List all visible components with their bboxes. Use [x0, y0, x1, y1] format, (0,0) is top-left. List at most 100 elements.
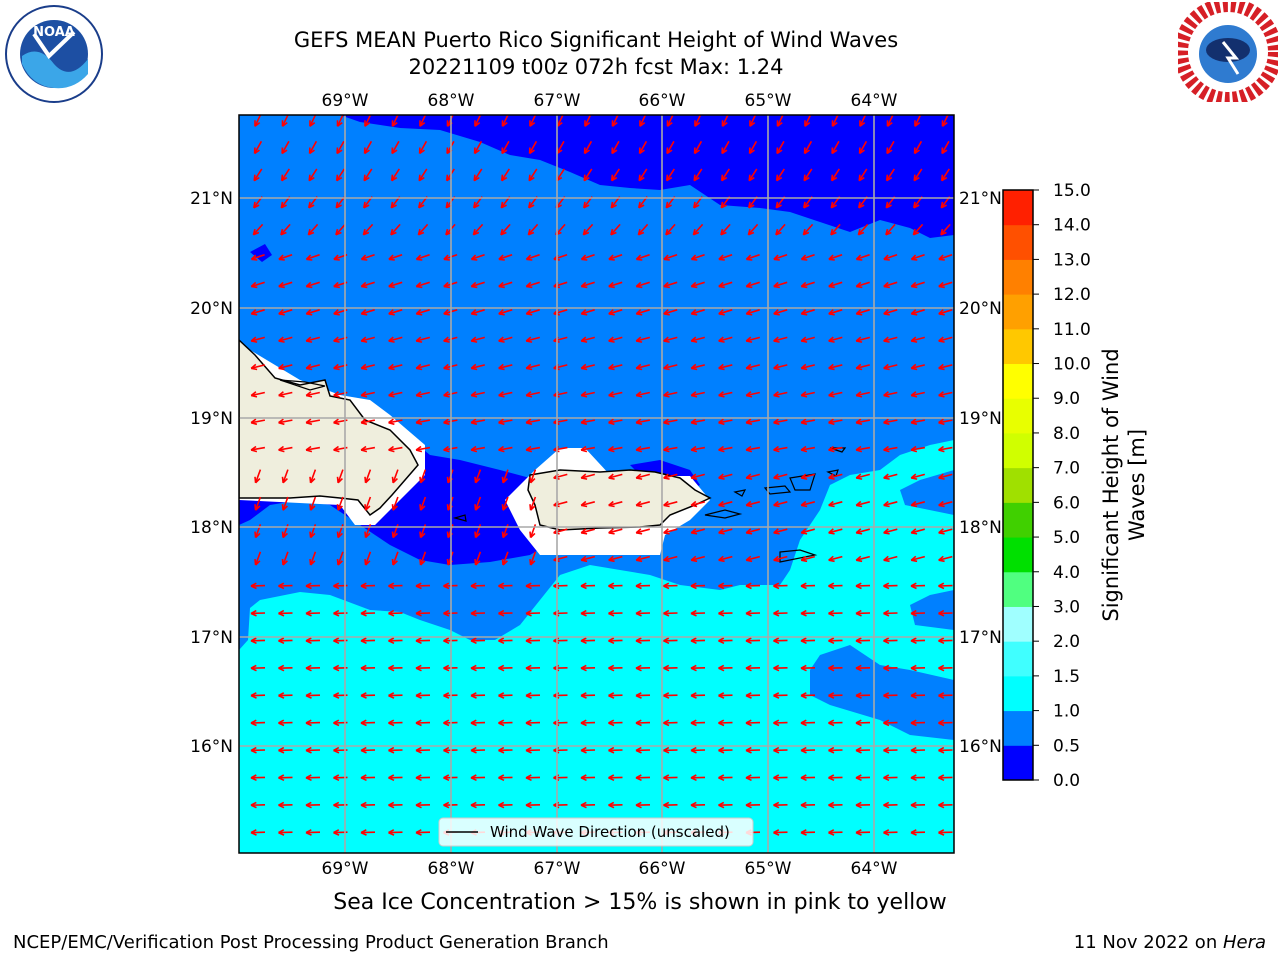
wave-direction-arrowhead: [443, 609, 450, 615]
wave-direction-arrow: [636, 309, 650, 315]
wave-direction-arrowhead: [665, 228, 669, 236]
wave-direction-arrow: [635, 528, 651, 534]
footer-host: Hera: [1222, 932, 1266, 953]
wave-direction-arrow: [663, 253, 678, 261]
wave-direction-arrow: [281, 115, 289, 127]
wave-direction-arrowhead: [913, 201, 916, 208]
wave-direction-arrowhead: [443, 309, 449, 315]
wave-direction-arrow: [529, 115, 537, 127]
wave-direction-arrowhead: [690, 254, 697, 260]
footer-date-text: 11 Nov 2022 on: [1073, 932, 1223, 953]
wave-direction-arrowhead: [473, 174, 476, 181]
wave-direction-arrowhead: [800, 445, 807, 451]
wave-direction-arrowhead: [745, 254, 752, 260]
colorbar-bin: [1003, 675, 1033, 712]
wave-direction-arrowhead: [470, 445, 477, 451]
wave-direction-arrowhead: [883, 637, 890, 642]
wave-direction-arrowhead: [938, 692, 945, 697]
wave-direction-arrow: [500, 223, 511, 236]
wave-direction-arrowhead: [553, 801, 560, 806]
wave-direction-arrowhead: [278, 746, 285, 752]
wave-direction-arrowhead: [663, 418, 669, 424]
wave-direction-arrowhead: [553, 774, 560, 779]
wave-direction-arrow: [252, 223, 264, 236]
wave-direction-arrowhead: [470, 391, 477, 397]
wave-direction-arrowhead: [855, 418, 862, 424]
wave-direction-arrow: [913, 168, 923, 182]
wave-direction-arrow: [773, 555, 788, 561]
wave-direction-arrow: [938, 555, 953, 561]
wave-direction-arrow: [307, 223, 319, 236]
wave-direction-arrowhead: [608, 637, 615, 642]
wave-direction-arrowhead: [333, 829, 340, 834]
wave-direction-arrowhead: [525, 254, 532, 260]
wave-direction-arrowhead: [305, 363, 312, 369]
wave-direction-arrowhead: [635, 336, 642, 342]
wave-direction-arrowhead: [360, 609, 367, 615]
wave-direction-arrow: [828, 336, 843, 342]
wave-direction-arrow: [690, 528, 706, 534]
wave-direction-arrowhead: [474, 476, 477, 483]
wave-direction-arrowhead: [635, 500, 642, 507]
wave-direction-arrowhead: [250, 664, 257, 669]
wave-direction-arrow: [941, 115, 949, 127]
wave-direction-arrowhead: [938, 473, 944, 479]
wave-direction-arrowhead: [360, 829, 367, 834]
wave-direction-arrow: [526, 281, 540, 288]
wave-direction-arrow: [663, 336, 678, 342]
wave-direction-arrow: [745, 501, 761, 507]
wave-direction-arrowhead: [663, 254, 669, 260]
wave-direction-arrow: [360, 336, 376, 342]
wave-direction-arrowhead: [828, 363, 834, 369]
wave-direction-arrowhead: [470, 801, 477, 806]
wave-direction-arrowhead: [690, 363, 697, 369]
wave-direction-arrowhead: [885, 201, 889, 208]
wave-direction-arrowhead: [305, 336, 312, 342]
wave-direction-arrowhead: [690, 281, 697, 288]
wave-direction-arrowhead: [800, 609, 807, 615]
wave-direction-arrowhead: [470, 281, 477, 288]
wave-direction-arrow: [858, 140, 868, 154]
wave-direction-arrowhead: [308, 174, 311, 181]
wave-direction-arrowhead: [250, 445, 257, 451]
wave-direction-arrow: [608, 555, 623, 561]
wave-direction-arrowhead: [803, 201, 806, 208]
wave-direction-arrow: [251, 281, 265, 288]
wave-direction-arrowhead: [360, 719, 367, 724]
map-legend: Wind Wave Direction (unscaled): [438, 817, 754, 847]
wave-direction-arrow: [883, 281, 898, 288]
wave-direction-arrowhead: [828, 336, 834, 342]
wave-direction-arrow: [580, 419, 596, 424]
wave-direction-arrowhead: [745, 692, 752, 697]
wave-direction-arrowhead: [583, 201, 586, 208]
wave-direction-arrowhead: [745, 664, 752, 669]
wave-direction-arrowhead: [800, 254, 807, 260]
wave-direction-arrowhead: [690, 418, 697, 424]
wave-direction-arrowhead: [940, 174, 944, 181]
wave-direction-arrow: [914, 115, 922, 127]
wave-direction-arrow: [690, 419, 706, 424]
wave-direction-arrowhead: [938, 500, 944, 507]
wave-direction-arrow: [529, 469, 537, 484]
wave-direction-arrowhead: [910, 582, 917, 587]
wave-direction-arrow: [553, 391, 568, 397]
wave-direction-arrow: [472, 223, 484, 236]
wave-direction-arrow: [416, 253, 430, 261]
wave-direction-arrowhead: [855, 336, 862, 342]
wave-direction-arrowhead: [748, 201, 751, 208]
wave-direction-arrow: [502, 551, 509, 566]
lat-label-left: 18°N: [190, 518, 233, 538]
wave-direction-arrow: [553, 309, 568, 315]
wave-direction-arrowhead: [690, 746, 697, 752]
wave-direction-arrowhead: [910, 609, 917, 615]
wave-direction-arrowhead: [745, 363, 752, 369]
wave-direction-arrowhead: [663, 281, 669, 288]
wave-direction-arrowhead: [580, 363, 587, 369]
wave-direction-arrowhead: [553, 664, 560, 669]
wave-direction-arrow: [584, 115, 592, 127]
wave-direction-arrow: [415, 336, 431, 342]
wave-direction-arrow: [883, 473, 898, 479]
wave-direction-arrowhead: [718, 664, 725, 669]
wave-direction-arrowhead: [280, 174, 284, 181]
lon-label-bottom: 69°W: [322, 859, 369, 879]
